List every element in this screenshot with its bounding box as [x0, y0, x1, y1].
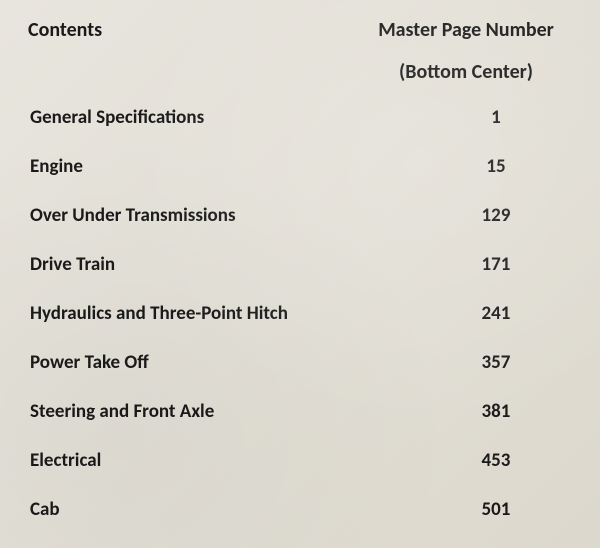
master-page-column-header: Master Page Number (Bottom Center): [356, 18, 576, 84]
toc-item-label: General Specifications: [30, 106, 204, 129]
toc-item-page: 129: [416, 204, 576, 227]
toc-item-page: 501: [416, 498, 576, 521]
toc-item-label: Power Take Off: [30, 351, 149, 374]
toc-item-label: Hydraulics and Three-Point Hitch: [30, 302, 288, 325]
toc-item-label: Steering and Front Axle: [30, 400, 214, 423]
toc-item-label: Cab: [30, 498, 60, 521]
toc-row: Hydraulics and Three-Point Hitch 241: [28, 302, 576, 325]
toc-item-label: Over Under Transmissions: [30, 204, 236, 227]
toc-row: Over Under Transmissions 129: [28, 204, 576, 227]
toc-item-page: 241: [416, 302, 576, 325]
toc-item-page: 15: [416, 155, 576, 178]
toc-item-label: Drive Train: [30, 253, 115, 276]
toc-row: Power Take Off 357: [28, 351, 576, 374]
toc-header: Contents Master Page Number (Bottom Cent…: [28, 18, 576, 84]
toc-item-label: Electrical: [30, 449, 101, 472]
toc-item-page: 453: [416, 449, 576, 472]
bottom-center-label: (Bottom Center): [356, 60, 576, 84]
toc-list: General Specifications 1 Engine 15 Over …: [28, 106, 576, 521]
toc-row: Cab 501: [28, 498, 576, 521]
toc-row: Drive Train 171: [28, 253, 576, 276]
toc-row: Electrical 453: [28, 449, 576, 472]
contents-title: Contents: [28, 18, 102, 42]
toc-item-page: 381: [416, 400, 576, 423]
toc-item-label: Engine: [30, 155, 83, 178]
toc-item-page: 171: [416, 253, 576, 276]
toc-item-page: 1: [416, 106, 576, 129]
toc-row: Engine 15: [28, 155, 576, 178]
toc-item-page: 357: [416, 351, 576, 374]
toc-row: Steering and Front Axle 381: [28, 400, 576, 423]
toc-row: General Specifications 1: [28, 106, 576, 129]
master-page-title: Master Page Number: [356, 18, 576, 42]
